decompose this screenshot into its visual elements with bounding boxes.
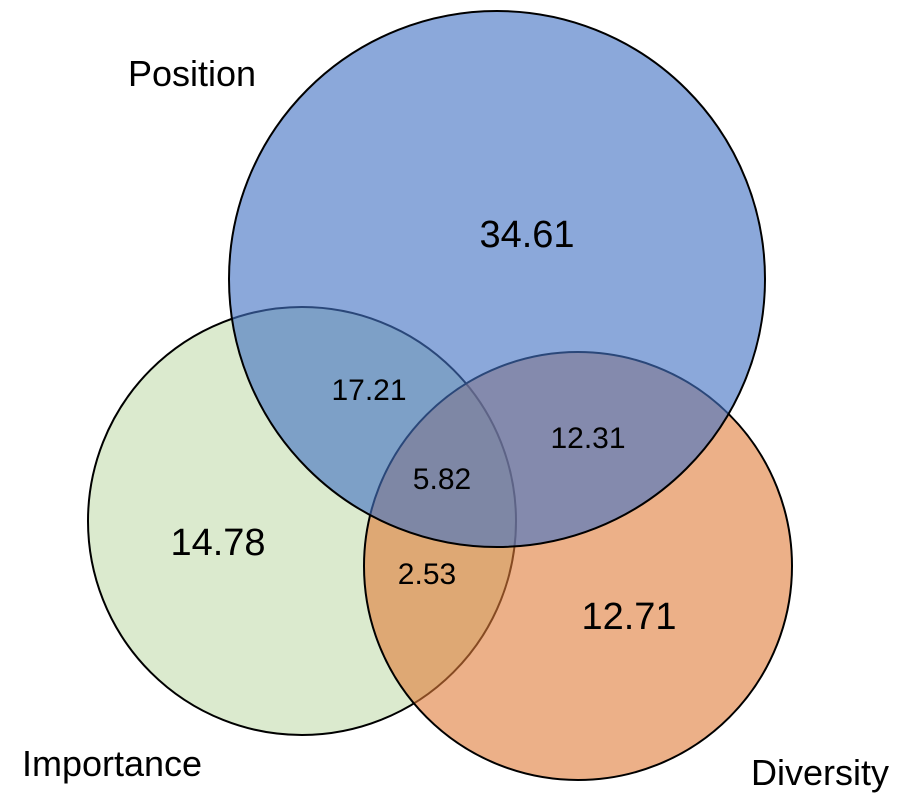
all-three-value: 5.82 bbox=[413, 463, 471, 496]
position-label: Position bbox=[128, 53, 256, 94]
position-only-value: 34.61 bbox=[479, 214, 574, 256]
importance-diversity-value: 2.53 bbox=[398, 558, 456, 591]
importance-label: Importance bbox=[22, 743, 202, 784]
importance-only-value: 14.78 bbox=[170, 522, 265, 564]
diversity-only-value: 12.71 bbox=[581, 596, 676, 638]
position-diversity-value: 12.31 bbox=[550, 422, 625, 455]
diversity-label: Diversity bbox=[751, 752, 889, 793]
position-importance-value: 17.21 bbox=[331, 374, 406, 407]
position-circle bbox=[228, 10, 766, 548]
